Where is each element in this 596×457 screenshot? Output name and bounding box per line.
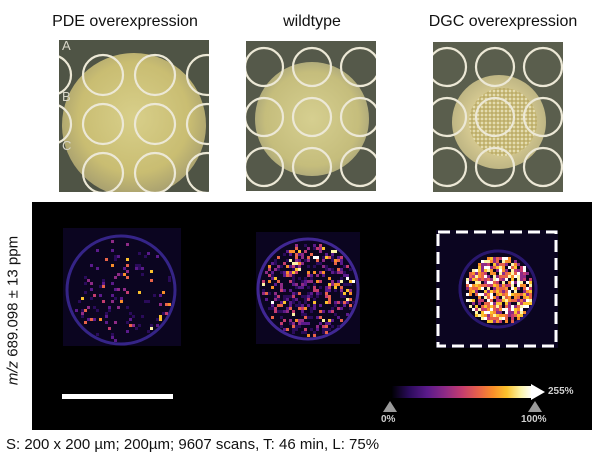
colorbar-threshold-label: 100%: [521, 414, 547, 425]
mz-value: 689.098 ± 13 ppm: [4, 235, 22, 361]
mz-axis-label: m/z 689.098 ± 13 ppm: [5, 236, 22, 386]
colorbar-min-label: 0%: [381, 414, 396, 425]
wildtype-label: wildtype: [283, 13, 341, 30]
dgc-colony-photo: [433, 42, 563, 192]
pde-overexpression-label: PDE overexpression: [52, 13, 198, 30]
acquisition-caption: S: 200 x 200 µm; 200µm; 9607 scans, T: 4…: [6, 436, 380, 453]
pde-ion-image: [63, 228, 181, 346]
intensity-colorbar: [392, 386, 532, 398]
wildtype-ion-image: [256, 232, 360, 344]
colorbar-threshold-slider-icon: [528, 401, 542, 412]
row-letter-b: B: [62, 89, 71, 104]
scale-bar: [62, 394, 173, 399]
dgc-overexpression-label: DGC overexpression: [428, 13, 578, 30]
colorbar-max-label: 255%: [548, 386, 574, 397]
colorbar-min-slider-icon: [383, 401, 397, 412]
dgc-ion-image: [436, 230, 558, 348]
mz-italic: m/z: [4, 360, 22, 386]
colorbar-arrow-icon: [531, 384, 545, 400]
pde-colony-photo: A B C: [59, 40, 209, 192]
row-letter-c: C: [62, 138, 71, 153]
row-letter-a: A: [62, 40, 71, 53]
wildtype-colony-photo: [246, 41, 376, 191]
